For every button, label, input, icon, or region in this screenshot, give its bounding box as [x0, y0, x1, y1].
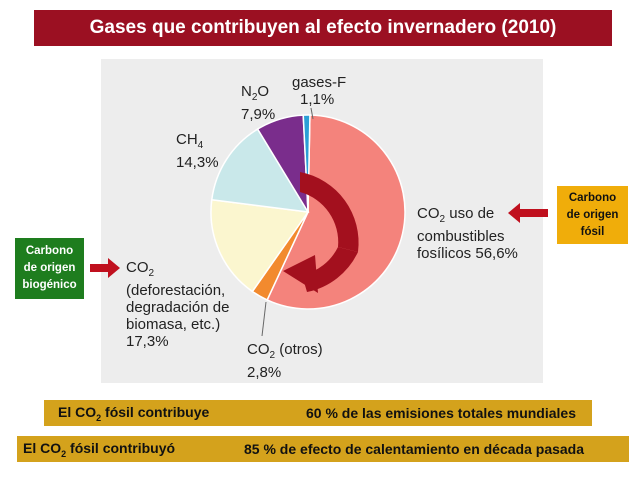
callout-fossil: Carbono de origen fósil: [557, 186, 628, 244]
slice-co2-deforestation: [210, 198, 310, 293]
label-co2-other: CO2 (otros) 2,8%: [247, 341, 323, 381]
summary-bar-1: El CO2 fósil contribuye 60 % de las emis…: [44, 400, 592, 426]
summary-2-right: 85 % de efecto de calentamiento en décad…: [244, 441, 585, 457]
summary-bar-2: El CO2 fósil contribuyó 85 % de efecto d…: [17, 436, 629, 462]
summary-1-left: El CO2 fósil contribuye: [58, 403, 210, 423]
label-deforestation: CO2 (deforestación, degradación de bioma…: [126, 259, 230, 350]
fossil-arrow: [508, 203, 548, 223]
leader-fgas: [310, 107, 314, 120]
summary-1-right: 60 % de las emisiones totales mundiales: [306, 405, 576, 421]
summary-2-left: El CO2 fósil contribuyó: [23, 439, 176, 459]
label-fgas: gases-F 1,1%: [292, 74, 347, 108]
leader-other: [261, 301, 267, 337]
label-ch4: CH4 14,3%: [176, 131, 219, 171]
label-fossil: CO2 uso de combustibles fosílicos 56,6%: [417, 205, 518, 262]
inner-arrowhead: [283, 255, 318, 293]
slice-ch4: [210, 128, 310, 213]
chart-title: Gases que contribuyen al efecto invernad…: [34, 10, 612, 46]
biogenic-arrow: [90, 258, 120, 278]
inner-arrow: [300, 172, 359, 252]
callout-biogenic: Carbono de origen biogénico: [15, 238, 84, 299]
label-n2o: N2O 7,9%: [241, 83, 276, 123]
